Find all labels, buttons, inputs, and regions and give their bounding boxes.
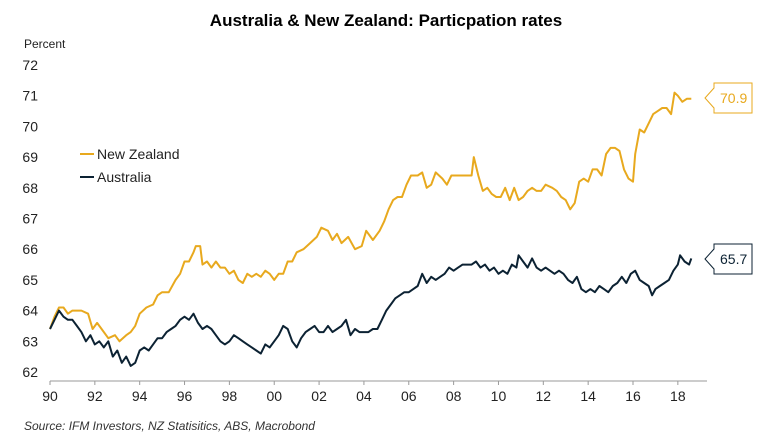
legend-label-new-zealand: New Zealand — [97, 146, 180, 162]
x-tick-label: 14 — [580, 388, 596, 404]
callout-box-new-zealand — [704, 82, 753, 114]
x-tick-label: 04 — [356, 388, 372, 404]
x-axis: 90 92 94 96 98 00 02 04 06 08 10 12 14 16 18 — [42, 381, 686, 404]
series-line-australia — [49, 254, 693, 367]
x-tick-label: 08 — [446, 388, 462, 404]
y-tick-label: 67 — [22, 211, 38, 227]
y-axis-unit-label: Percent — [24, 37, 66, 51]
legend: New Zealand Australia — [80, 146, 180, 185]
y-tick-label: 66 — [22, 241, 38, 257]
x-tick-label: 16 — [625, 388, 641, 404]
y-tick-label: 63 — [22, 333, 38, 349]
callout-australia-latest: 65.7 — [704, 243, 753, 275]
x-tick-label: 92 — [87, 388, 103, 404]
x-tick-label: 00 — [266, 388, 282, 404]
x-tick-label: 94 — [132, 388, 148, 404]
callout-box-australia — [704, 243, 753, 275]
x-tick-label: 90 — [42, 388, 58, 404]
y-tick-label: 70 — [22, 118, 38, 134]
chart-title: Australia & New Zealand: Particpation ra… — [210, 11, 562, 30]
source-note: Source: IFM Investors, NZ Statisitics, A… — [24, 419, 315, 433]
y-tick-label: 72 — [22, 57, 38, 73]
series-layer — [49, 91, 693, 367]
y-tick-label: 68 — [22, 180, 38, 196]
y-tick-label: 71 — [22, 88, 38, 104]
y-tick-label: 62 — [22, 364, 38, 380]
x-tick-label: 10 — [491, 388, 507, 404]
callout-value-australia: 65.7 — [720, 251, 747, 267]
x-tick-label: 98 — [222, 388, 238, 404]
series-line-new-zealand — [49, 91, 692, 343]
y-tick-label: 69 — [22, 149, 38, 165]
x-tick-label: 96 — [177, 388, 193, 404]
y-axis: 62 63 64 65 66 67 68 69 70 71 72 — [22, 57, 38, 380]
y-tick-label: 64 — [22, 303, 38, 319]
y-tick-label: 65 — [22, 272, 38, 288]
callout-value-new-zealand: 70.9 — [720, 90, 747, 106]
x-tick-label: 02 — [311, 388, 327, 404]
x-tick-label: 06 — [401, 388, 417, 404]
x-tick-label: 18 — [670, 388, 686, 404]
legend-label-australia: Australia — [97, 169, 152, 185]
callout-new-zealand-latest: 70.9 — [704, 82, 753, 114]
x-tick-label: 12 — [536, 388, 552, 404]
